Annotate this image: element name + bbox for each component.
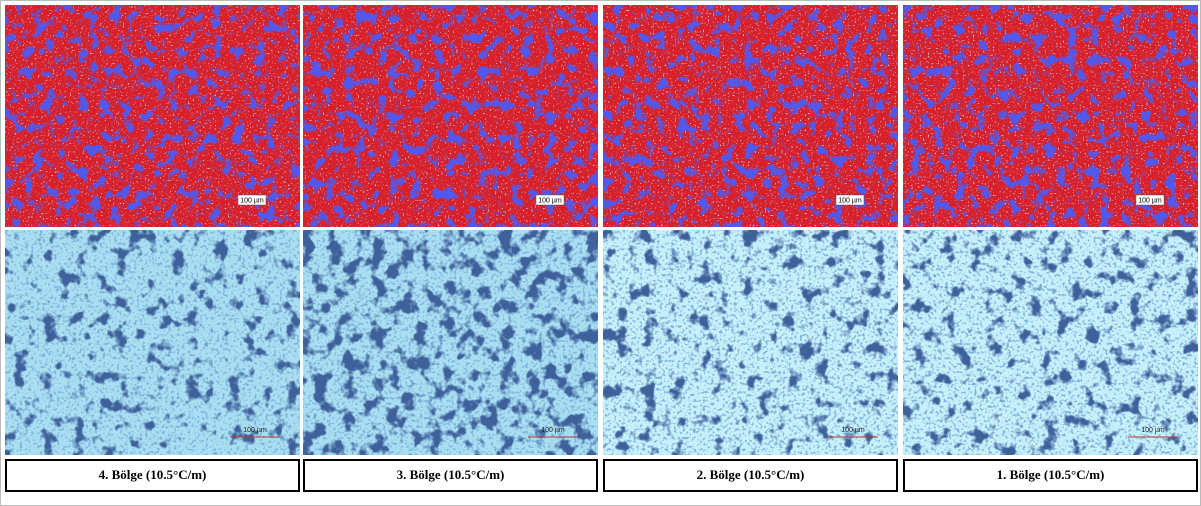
scale-label: 100 µm: [240, 197, 264, 204]
caption-box: [603, 459, 898, 492]
scale-box: [835, 194, 865, 206]
scale-box: [237, 194, 267, 206]
dark-grains: [903, 230, 1198, 455]
dark-grains: [303, 230, 598, 455]
micrograph-bottom: 100 µm: [5, 230, 300, 455]
blue-phase: [603, 5, 898, 227]
caption-box: [303, 459, 598, 492]
scale-label: 100 µm: [838, 197, 862, 204]
micrograph-bottom: 100 µm: [903, 230, 1198, 455]
scale-box: [535, 194, 565, 206]
micrograph-bottom: 100 µm: [303, 230, 598, 455]
caption: 2. Bölge (10.5°C/m): [697, 467, 805, 482]
scale-label: 100 µm: [541, 427, 565, 434]
scale-label: 100 µm: [1141, 427, 1165, 434]
scale-label: 100 µm: [1138, 197, 1162, 204]
caption-box: [5, 459, 300, 492]
dark-grains: [5, 230, 300, 455]
micrograph-top: 100 µm: [603, 5, 898, 227]
micrograph-top: 100 µm: [903, 5, 1198, 227]
blue-phase: [5, 5, 300, 227]
caption: 1. Bölge (10.5°C/m): [997, 467, 1105, 482]
micrograph-bottom: 100 µm: [603, 230, 898, 455]
caption: 4. Bölge (10.5°C/m): [99, 467, 207, 482]
caption: 3. Bölge (10.5°C/m): [397, 467, 505, 482]
micrograph-top: 100 µm: [5, 5, 300, 227]
blue-phase: [903, 5, 1198, 227]
micrograph-top: 100 µm: [303, 5, 598, 227]
scale-label: 100 µm: [841, 427, 865, 434]
scale-label: 100 µm: [538, 197, 562, 204]
blue-phase: [303, 5, 598, 227]
scale-box: [1135, 194, 1165, 206]
dark-grains: [603, 230, 898, 455]
scale-label: 100 µm: [243, 427, 267, 434]
caption-box: [903, 459, 1198, 492]
